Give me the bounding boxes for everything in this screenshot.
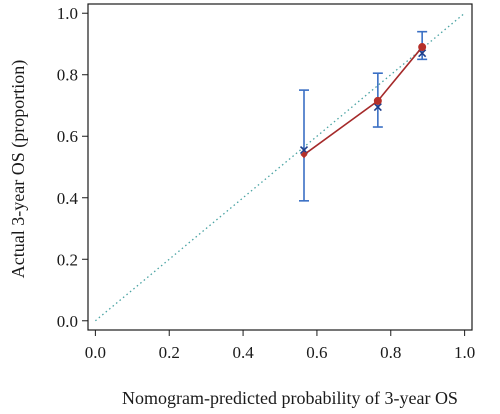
x-tick-label: 0.0 <box>85 343 106 362</box>
confidence-interval-layer <box>299 30 428 202</box>
y-tick-label: 0.4 <box>57 189 79 208</box>
x-tick-label: 0.4 <box>232 343 254 362</box>
y-tick-label: 1.0 <box>57 4 78 23</box>
x-tick-label: 1.0 <box>454 343 475 362</box>
x-tick-label: 0.2 <box>159 343 180 362</box>
observed-x-marker <box>299 146 309 155</box>
observed-x-marker <box>373 102 382 112</box>
y-tick-label: 0.0 <box>57 312 78 331</box>
calibration-point <box>373 96 382 105</box>
x-tick-label: 0.6 <box>306 343 327 362</box>
calibration-line <box>303 46 423 156</box>
y-tick-label: 0.8 <box>57 66 78 85</box>
points-layer <box>300 43 427 159</box>
plot-frame <box>87 3 473 331</box>
y-axis-title: Actual 3-year OS (proportion) <box>8 60 29 278</box>
x-axis-title: Nomogram-predicted probability of 3-year… <box>122 388 458 408</box>
calibration-point <box>300 151 308 159</box>
y-tick-label: 0.6 <box>57 127 78 146</box>
observed-x-marker <box>418 49 427 58</box>
x-tick-label: 0.8 <box>380 343 401 362</box>
reference-line <box>94 12 466 322</box>
calibration-point <box>418 43 427 52</box>
ticks-layer: 0.0 0.2 0.4 0.6 0.8 1.0 0.0 0.2 0.4 0.6 0.8 1.0 <box>57 4 475 362</box>
y-tick-label: 0.2 <box>57 250 78 269</box>
